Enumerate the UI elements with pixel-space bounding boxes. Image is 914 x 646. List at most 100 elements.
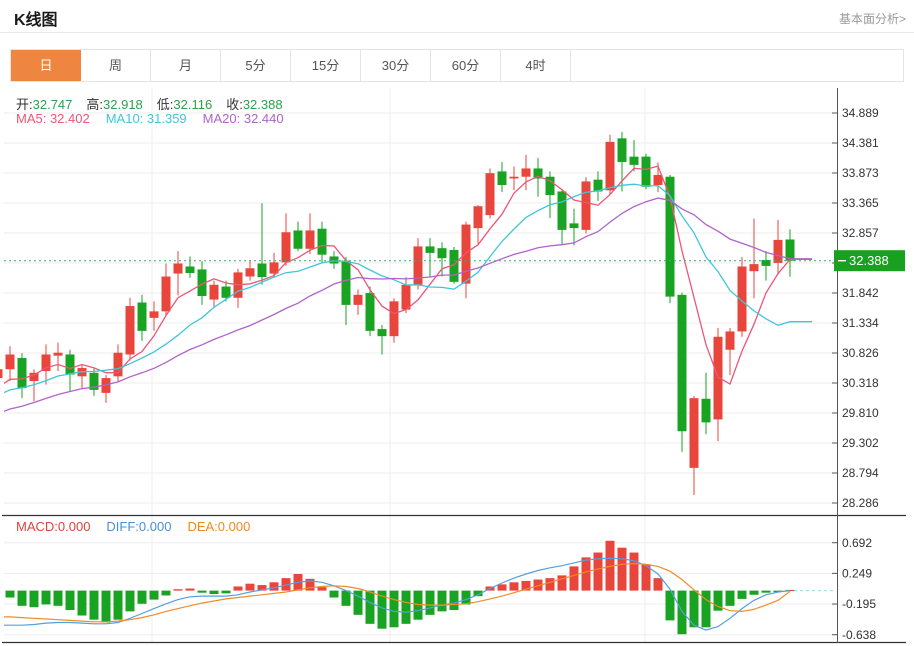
price-tick-label: 28.794 <box>842 466 879 480</box>
interval-tabs: 日周月 5分 15分 30分 60分 4时 <box>10 49 904 82</box>
macd-bar <box>209 590 219 595</box>
macd-info: MACD:0.000 DIFF:0.000 DEA:0.000 <box>16 519 266 534</box>
tab-60min[interactable]: 60分 <box>431 50 501 81</box>
candle <box>617 138 627 162</box>
ma-info: MA5: 32.402 MA10: 31.359 MA20: 32.440 <box>16 111 300 126</box>
tab-week[interactable]: 周 <box>81 50 151 81</box>
ohlc-close: 收:32.388 <box>226 94 282 113</box>
price-tick-label: 34.381 <box>842 136 879 150</box>
candle <box>473 206 483 229</box>
candle <box>65 354 75 375</box>
macd-tick-label: 0.692 <box>842 536 872 550</box>
ma10-line <box>4 183 812 394</box>
page-title: K线图 <box>14 12 58 29</box>
macd-bar <box>581 557 591 591</box>
candle <box>17 358 27 389</box>
ohlc-value: 32.918 <box>103 97 143 112</box>
candle <box>341 260 351 305</box>
macd-bar <box>725 590 735 606</box>
macd-bar <box>281 578 291 591</box>
header-divider <box>0 32 914 33</box>
macd-tick-label: 0.249 <box>842 567 872 581</box>
ohlc-low: 低:32.116 <box>157 94 212 113</box>
ohlc-label: 开: <box>16 97 33 112</box>
candle <box>545 176 555 196</box>
price-tick-label: 34.889 <box>842 106 879 120</box>
fundamental-analysis-link[interactable]: 基本面分析> <box>838 12 906 26</box>
macd-value: MACD:0.000 <box>16 519 91 534</box>
macd-bar <box>497 584 507 591</box>
candle <box>29 372 39 382</box>
macd-bar <box>461 590 471 605</box>
macd-bar <box>665 590 675 621</box>
price-grid <box>4 88 837 642</box>
macd-bar <box>65 590 75 610</box>
macd-bar <box>305 578 315 591</box>
tab-15min[interactable]: 15分 <box>291 50 361 81</box>
candle <box>365 293 375 331</box>
candle <box>677 294 687 432</box>
macd-bar <box>713 590 723 611</box>
ohlc-value: 32.747 <box>32 97 73 112</box>
tab-5min[interactable]: 5分 <box>221 50 291 81</box>
macd-bar <box>221 590 231 594</box>
candle <box>401 284 411 310</box>
macd-bar <box>557 575 567 591</box>
ma10-value: MA10: 31.359 <box>105 111 187 126</box>
macd-bar <box>341 590 351 606</box>
macd-bar <box>197 590 207 593</box>
macd-bar <box>257 585 267 591</box>
macd-bar <box>677 590 687 635</box>
macd-tick-label: -0.195 <box>842 597 876 611</box>
candle <box>281 232 291 263</box>
candle <box>5 354 15 370</box>
macd-bar <box>149 590 159 600</box>
candle <box>41 354 51 372</box>
price-tick-label: 29.302 <box>842 436 879 450</box>
ohlc-high: 高:32.918 <box>86 94 142 113</box>
candle <box>389 301 399 337</box>
candle <box>449 249 459 282</box>
ohlc-info: 开:32.747 高:32.918 低:32.116 收:32.388 <box>16 94 297 113</box>
macd-bar <box>137 590 147 604</box>
macd-bar <box>233 586 243 591</box>
macd-bar <box>533 579 543 591</box>
candle <box>509 176 519 179</box>
macd-bar <box>0 591 3 597</box>
macd-bar <box>53 590 63 606</box>
macd-bar <box>245 583 255 591</box>
candle <box>329 256 339 264</box>
candle <box>737 266 747 332</box>
tab-day[interactable]: 日 <box>11 50 81 81</box>
macd-bar <box>101 590 111 623</box>
macd-bar <box>629 552 639 591</box>
macd-bar <box>653 578 663 591</box>
macd-bar <box>161 590 171 596</box>
tab-30min[interactable]: 30分 <box>361 50 431 81</box>
tab-month[interactable]: 月 <box>151 50 221 81</box>
tab-4hour[interactable]: 4时 <box>501 50 571 81</box>
candles-layer <box>0 131 795 496</box>
candle <box>0 369 3 379</box>
candle <box>785 239 795 261</box>
candle <box>701 398 711 423</box>
candle <box>593 179 603 192</box>
macd-bar <box>761 590 771 593</box>
macd-bar <box>113 590 123 620</box>
candle <box>353 294 363 305</box>
ohlc-value: 32.116 <box>173 97 213 112</box>
candle <box>113 352 123 377</box>
candle <box>305 230 315 249</box>
price-tick-label: 32.857 <box>842 226 879 240</box>
diff-line <box>4 557 791 631</box>
candle <box>665 176 675 297</box>
candle <box>641 156 651 187</box>
macd-bar <box>401 590 411 624</box>
ohlc-value: 32.388 <box>242 97 283 112</box>
macd-bar <box>317 587 327 591</box>
candle <box>209 284 219 300</box>
macd-bar <box>377 590 387 629</box>
macd-bar <box>641 564 651 591</box>
